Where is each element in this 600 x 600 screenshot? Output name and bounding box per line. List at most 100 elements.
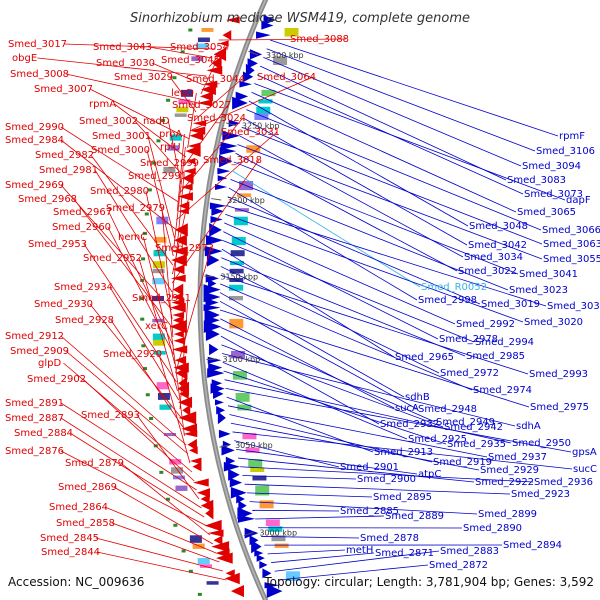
leader-line-left — [37, 57, 207, 77]
gene-label-left: Smed_2876 — [5, 446, 64, 457]
kbp-tick — [219, 444, 230, 448]
gene-label-right: Smed_2883 — [440, 546, 499, 557]
leader-line-right — [223, 370, 447, 445]
orf-marker — [143, 367, 148, 371]
gene-feature — [170, 274, 186, 283]
cog-block — [252, 475, 267, 481]
gene-label-left: Smed_3017 — [8, 39, 67, 50]
gene-feature — [205, 507, 214, 520]
gene-label-left: Smed_3064 — [257, 72, 316, 83]
gene-feature — [187, 438, 197, 451]
gene-label-left: Smed_2934 — [54, 282, 113, 293]
gene-label-right: Smed_3065 — [517, 207, 576, 218]
leader-line-left — [107, 226, 175, 356]
gene-label-right: Smed_2998 — [418, 295, 477, 306]
gene-feature — [217, 175, 228, 182]
gene-label-right: Smed_3106 — [536, 146, 595, 157]
gene-feature — [219, 147, 237, 156]
gene-feature — [228, 119, 241, 128]
leader-line-left — [69, 432, 205, 518]
gene-label-left: Smed_3008 — [10, 69, 69, 80]
gene-feature — [230, 486, 247, 499]
leader-line-left — [176, 133, 185, 212]
orf-marker — [141, 257, 146, 261]
gene-label-right: Smed_3083 — [507, 175, 566, 186]
gene-label-left: Smed_2980 — [90, 186, 149, 197]
gene-feature — [225, 569, 235, 578]
kbp-tick-label: 3100 kbp — [222, 355, 260, 364]
cog-block — [230, 250, 245, 257]
cog-block — [229, 295, 244, 301]
orf-marker — [145, 393, 150, 397]
gene-feature — [200, 499, 214, 512]
leader-line-right — [244, 483, 511, 495]
leader-line-left — [191, 76, 314, 131]
cog-block — [237, 193, 252, 198]
gene-feature — [256, 31, 271, 39]
orf-marker — [152, 161, 157, 165]
gene-label-left: Smed_3029 — [114, 72, 173, 83]
leader-line-right — [225, 387, 572, 453]
leader-line-left — [65, 73, 199, 104]
cog-block — [234, 208, 249, 212]
gene-label-right: Smed_3094 — [522, 161, 581, 172]
leader-line-right — [233, 161, 519, 275]
leader-line-left — [82, 378, 195, 482]
gene-label-left: Smed_3002 — [79, 116, 138, 127]
gene-feature — [180, 183, 193, 191]
gene-feature — [200, 494, 210, 504]
gene-feature — [182, 172, 194, 185]
leader-line-left — [89, 303, 182, 419]
orf-marker — [166, 98, 171, 102]
leader-line-left — [134, 120, 183, 176]
leader-line-right — [220, 327, 436, 423]
orf-marker — [140, 297, 145, 301]
gene-label-right: Smed_3041 — [519, 269, 578, 280]
gene-feature — [232, 96, 248, 110]
leader-line-left — [94, 169, 173, 293]
cog-block — [174, 113, 187, 117]
gene-label-right: Smed_2936 — [534, 477, 593, 488]
leader-line-right — [219, 309, 530, 408]
gene-feature — [230, 585, 245, 598]
gene-label-right: rpmF — [559, 131, 585, 142]
gene-label-right: sucA — [395, 403, 419, 414]
leader-line-left — [89, 88, 190, 140]
leader-line-right — [227, 405, 488, 458]
orf-marker — [160, 119, 165, 123]
leader-line-left — [175, 247, 212, 374]
gene-label-left: Smed_2858 — [56, 518, 115, 529]
gene-feature — [205, 298, 219, 307]
leader-lines — [37, 38, 573, 581]
cog-block — [201, 28, 214, 32]
gene-feature — [196, 488, 210, 498]
gene-feature — [256, 554, 265, 562]
tick-layer: 3300 kbp 3250 kbp 3200 kbp 3150 kbp 3100 kbp… — [204, 51, 304, 537]
cog-block — [248, 459, 263, 468]
gene-feature — [192, 478, 209, 487]
gene-label-right: Smed_3055 — [543, 254, 600, 265]
leader-line-left — [169, 76, 197, 113]
gene-feature — [222, 130, 241, 141]
cog-block — [258, 99, 273, 104]
gene-feature — [203, 284, 221, 295]
gene-feature — [207, 529, 224, 537]
gene-label-left: Smed_2864 — [49, 502, 108, 513]
gene-label-left: Smed_2902 — [27, 374, 86, 385]
leader-line-right — [221, 344, 444, 428]
gene-label-left: Smed_2891 — [5, 398, 64, 409]
gene-label-right: dapF — [566, 195, 591, 206]
gene-label-right: Smed_2932 — [380, 419, 439, 430]
leader-line-left — [110, 319, 184, 428]
leader-line-right — [227, 196, 481, 305]
leader-line-left — [151, 62, 204, 86]
label-layer: Smed_3088 Smed_3017 Smed_3043 Smed_3054 obgE… — [5, 34, 600, 571]
gene-label-right: Smed_2890 — [463, 523, 522, 534]
gene-feature — [178, 396, 193, 408]
leader-line-right — [274, 550, 440, 572]
gene-label-left: rplU — [160, 142, 181, 153]
leader-line-right — [221, 257, 466, 357]
gene-label-left: glpD — [38, 358, 61, 369]
leader-line-right — [278, 564, 429, 581]
cog-block — [156, 216, 169, 225]
